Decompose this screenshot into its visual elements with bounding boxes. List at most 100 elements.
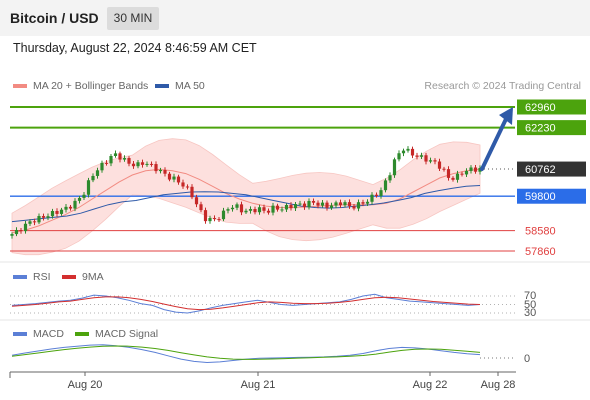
candle-body [82,194,86,198]
candle-body [280,209,284,211]
macd-panel: 0 [11,344,530,365]
candle-body [59,209,64,214]
ma50-swatch [155,84,169,88]
candle-body [275,205,280,210]
candle-body [311,200,316,203]
candle-body [262,207,266,211]
candle-body [23,223,28,232]
resistance-label-62960: 62960 [525,102,556,114]
candle-body [478,167,482,172]
candle-body [190,186,194,198]
candle-body [149,163,154,165]
x-tick-label-1: Aug 21 [241,379,276,391]
legend-rsi-label: RSI [33,271,51,283]
pivot-label-59800: 59800 [525,191,556,203]
candle-body [455,173,460,180]
candle-body [122,158,127,160]
candle-body [442,168,446,170]
candle-body [167,173,172,180]
candle-body [401,150,406,154]
x-tick-label-2: Aug 22 [413,379,448,391]
resistance-box-62960 [517,99,586,115]
candle-body [95,170,100,176]
candle-body [446,169,451,178]
candle-body [37,216,41,223]
candle-body [460,173,464,175]
candle-body [406,148,410,151]
candle-body [221,210,226,220]
candle-body [68,206,73,209]
candle-body [212,218,217,220]
legend-ma50-label: MA 50 [175,80,205,92]
candle-body [397,153,401,160]
macd-signal-line [11,345,481,360]
candle-body [338,202,343,206]
macd-swatch [13,332,27,336]
candle-body [383,180,388,191]
legend-macd: MACD [13,328,64,340]
candle-body [356,202,361,209]
price-levels [10,106,515,252]
candle-body [370,194,374,202]
support-label-58580: 58580 [525,226,556,238]
candle-body [419,155,424,157]
candle-body [172,176,176,180]
instrument-title: Bitcoin / USD [10,10,99,26]
candle-body [158,170,163,172]
rsi-tick-70: 70 [524,290,536,302]
candle-body [248,209,253,211]
candle-body [28,221,32,224]
candle-body [185,186,190,188]
candle-body [365,201,370,204]
candle-body [73,200,77,209]
ma20-line [11,168,481,234]
candles [10,146,482,239]
legend-rsi: RSI [13,271,51,283]
candle-body [284,204,289,210]
candle-body [55,210,59,214]
rsi-ma-line [11,296,481,311]
candle-body [415,155,419,157]
candle-body [140,162,145,165]
candle-body [118,153,122,160]
candle-body [469,167,473,171]
candle-body [316,202,320,206]
candle-body [203,210,208,222]
timeframe-badge[interactable]: 30 MIN [107,7,159,30]
candle-body [226,209,230,211]
moving-averages [11,168,481,234]
candle-body [113,153,118,156]
candle-body [127,158,131,164]
candle-body [32,221,37,223]
candle-body [131,163,136,167]
candle-body [46,216,50,218]
candle-body [208,218,212,222]
candle-body [19,230,23,232]
rsi-swatch [13,275,27,279]
candle-body [437,161,442,169]
candle-body [163,170,167,174]
legend-rsi-ma-label: 9MA [82,271,104,283]
candle-body [50,210,55,217]
candle-body [109,155,113,164]
legend-ma20: MA 20 + Bollinger Bands [13,80,148,92]
candle-body [410,148,415,156]
resistance-label-62230: 62230 [525,123,556,135]
candle-body [388,175,392,181]
legend-macd-label: MACD [33,328,64,340]
candle-body [289,204,293,209]
candle-body [145,163,149,165]
legend-macd-signal-label: MACD Signal [95,328,159,340]
candle-body [194,197,199,205]
candle-body [352,206,356,209]
candle-body [64,206,68,210]
header-bar: Bitcoin / USD 30 MIN [0,0,590,36]
candle-body [181,182,185,187]
candle-body [100,162,104,171]
candle-body [266,210,271,213]
candle-body [464,170,469,175]
candle-body [329,205,334,208]
candle-body [77,197,82,201]
candle-body [424,155,428,162]
